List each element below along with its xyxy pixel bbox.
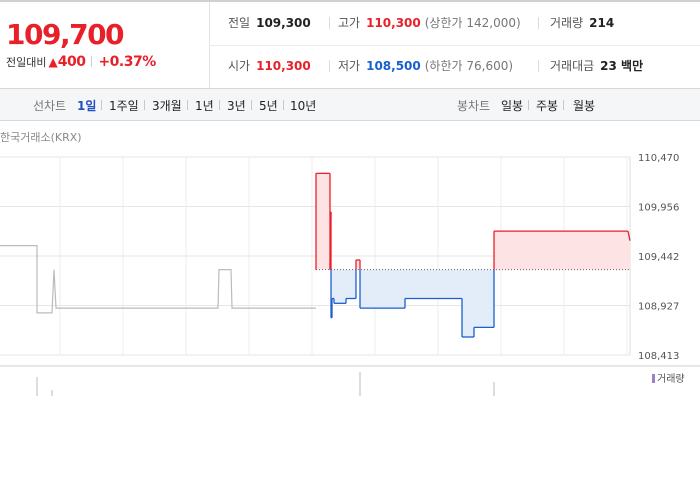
stats-row-2: 시가 110,300 저가 108,500 (하한가 76,600) 거래대금 23 백… — [210, 45, 700, 88]
down-area-fill — [346, 269, 356, 299]
y-tick-label: 109,442 — [638, 252, 679, 263]
volume-legend-swatch — [652, 374, 655, 383]
price-chart: 한국거래소(KRX) 110,470 109,956 109,442 108,927 1… — [0, 120, 700, 490]
stat-value: 23 백만 — [600, 59, 644, 73]
current-price: 109,700 — [6, 18, 125, 51]
stat-limit: (하한가 76,600) — [424, 59, 514, 73]
divider — [219, 100, 220, 110]
divider — [538, 60, 539, 72]
volume-panel — [0, 365, 700, 396]
stat-value: 214 — [589, 16, 615, 30]
stat-prev-close: 전일 109,300 — [228, 14, 311, 31]
stat-label: 저가 — [338, 59, 361, 73]
tab-1-day[interactable]: 1일 — [77, 99, 97, 113]
candle-chart-label: 봉차트 — [457, 99, 491, 113]
tab-1-week[interactable]: 1주일 — [109, 99, 139, 113]
change-value: 400 — [57, 54, 86, 70]
stat-label: 고가 — [338, 16, 361, 30]
divider — [251, 100, 252, 110]
stat-label: 거래대금 — [550, 59, 595, 73]
tab-1-year[interactable]: 1년 — [195, 99, 214, 113]
area-fills — [316, 173, 630, 337]
down-area-fill — [462, 269, 474, 337]
tab-monthly-candle[interactable]: 월봉 — [573, 99, 596, 113]
y-tick-label: 108,927 — [638, 302, 679, 313]
stat-limit: (상한가 142,000) — [424, 16, 521, 30]
tab-3-months[interactable]: 3개월 — [152, 99, 182, 113]
chart-svg: 한국거래소(KRX) 110,470109,956109,442108,9271… — [0, 131, 700, 396]
up-area-fill — [316, 173, 330, 270]
down-area-fill — [474, 269, 494, 328]
divider — [563, 100, 564, 110]
change-label: 전일대비 — [6, 56, 47, 69]
up-area-fill — [495, 231, 628, 270]
divider — [283, 100, 284, 110]
y-axis: 110,470 109,956 109,442 108,927 108,413 — [638, 153, 679, 362]
divider — [528, 100, 529, 110]
source-label: 한국거래소(KRX) — [0, 131, 82, 144]
stat-label: 거래량 — [550, 16, 584, 30]
divider — [101, 100, 102, 110]
down-area-fill — [334, 269, 346, 304]
line-chart-label: 선차트 — [33, 99, 67, 113]
price-summary: 109,700 전일대비 ▲400 +0.37% — [0, 2, 210, 88]
stat-value: 109,300 — [256, 16, 311, 30]
tab-weekly-candle[interactable]: 주봉 — [536, 99, 559, 113]
stat-label: 시가 — [228, 59, 251, 73]
divider — [187, 100, 188, 110]
divider — [91, 56, 93, 67]
stat-value: 110,300 — [256, 59, 311, 73]
divider — [329, 17, 330, 29]
down-area-fill — [405, 269, 462, 299]
change-percent: +0.37% — [98, 54, 156, 70]
stat-low: 저가 108,500 (하한가 76,600) — [338, 57, 513, 74]
stat-value: 108,500 — [366, 59, 421, 73]
divider — [329, 60, 330, 72]
stat-open: 시가 110,300 — [228, 57, 311, 74]
stats-row-1: 전일 109,300 고가 110,300 (상한가 142,000) 거래량 214 — [210, 2, 700, 46]
tab-10-years[interactable]: 10년 — [290, 99, 317, 113]
tab-3-years[interactable]: 3년 — [227, 99, 246, 113]
tab-5-years[interactable]: 5년 — [259, 99, 278, 113]
y-tick-label: 109,956 — [638, 203, 679, 214]
stat-label: 전일 — [228, 16, 251, 30]
down-area-fill — [332, 269, 334, 299]
y-tick-label: 110,470 — [638, 153, 679, 164]
chart-period-tabs: 선차트 1일 1주일 3개월 1년 3년 5년 10년 봉차트 일봉 주봉 월봉 — [0, 88, 700, 121]
divider — [144, 100, 145, 110]
stat-volume: 거래량 214 — [550, 14, 614, 31]
up-area-fill — [356, 259, 360, 270]
down-area-fill — [360, 269, 405, 309]
previous-day-line — [0, 244, 316, 314]
series-lines — [0, 172, 631, 338]
y-tick-label: 108,413 — [638, 351, 679, 362]
tab-daily-candle[interactable]: 일봉 — [501, 99, 524, 113]
stat-turnover: 거래대금 23 백만 — [550, 57, 643, 74]
stat-high: 고가 110,300 (상한가 142,000) — [338, 14, 521, 31]
change-line: 전일대비 ▲400 +0.37% — [6, 54, 156, 70]
stat-value: 110,300 — [366, 16, 421, 30]
stats-panel: 전일 109,300 고가 110,300 (상한가 142,000) 거래량 214 … — [210, 2, 700, 88]
up-arrow-icon: ▲ — [48, 55, 58, 69]
up-line-segment — [627, 230, 631, 241]
divider — [538, 17, 539, 29]
volume-legend: 거래량 — [657, 373, 685, 385]
top-border — [0, 0, 700, 2]
